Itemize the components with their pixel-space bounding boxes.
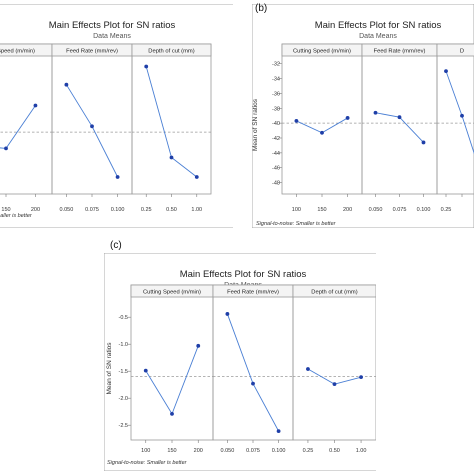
chart-label: (c) (110, 240, 122, 251)
data-point (4, 146, 8, 151)
x-tick-label: 0.50 (329, 448, 340, 454)
chart-subtitle: Data Means (359, 33, 397, 40)
panel-3: Depth of cut (mm) 0.25 0.50 1.00 (131, 43, 212, 213)
x-tick-label: 100 (292, 207, 301, 213)
chart-frame (0, 4, 233, 228)
y-tick-label: -2.5 (119, 423, 128, 429)
chart-title: Main Effects Plot for SN ratios (180, 269, 307, 280)
chart-subtitle: Data Means (93, 33, 131, 40)
data-point (294, 119, 299, 123)
y-tick-label: -42 (272, 136, 280, 142)
panel-title: Feed Rate (mm/rev) (374, 49, 426, 55)
panel-title: Cutting Speed (m/min) (293, 49, 351, 55)
panel-title: D (460, 49, 464, 55)
y-tick-label: -46 (272, 166, 280, 172)
data-point (276, 429, 281, 434)
data-point (320, 130, 324, 135)
data-point (64, 82, 69, 87)
x-tick-label: 0.25 (141, 207, 152, 213)
panel-title: Feed Rate (mm/rev) (227, 290, 279, 296)
data-point (194, 175, 199, 179)
chart-label: (b) (255, 3, 267, 14)
data-point (359, 375, 363, 380)
y-tick-label: -48 (272, 181, 280, 187)
data-point (144, 64, 149, 69)
panel-2: Feed Rate (mm/rev) 0.050 0.075 0.100 (361, 43, 438, 213)
data-point (306, 367, 310, 371)
data-point (196, 343, 201, 348)
x-tick-label: 0.050 (369, 207, 383, 213)
x-tick-label: 0.100 (272, 448, 286, 454)
chart-title: Main Effects Plot for SN ratios (49, 20, 176, 31)
data-point (33, 103, 38, 108)
y-tick-label: -2.0 (119, 396, 128, 402)
chart-footnote: Smaller is better (0, 213, 33, 219)
panel-title: Depth of cut (mm) (311, 290, 357, 296)
data-point (373, 110, 378, 115)
y-tick-label: -40 (272, 121, 280, 127)
y-axis-label: Mean of SN ratios (106, 342, 113, 395)
y-tick-label: -0.5 (119, 315, 128, 321)
panel-title: Cutting Speed (m/min) (0, 49, 35, 55)
x-tick-label: 0.050 (60, 207, 74, 213)
x-tick-label: 1.00 (191, 207, 202, 213)
x-tick-label: 200 (31, 207, 40, 213)
data-point (421, 140, 426, 145)
data-point (397, 115, 402, 120)
panel-header (292, 284, 376, 298)
x-tick-label: 150 (317, 207, 326, 213)
data-point (143, 368, 148, 373)
y-tick-label: -36 (272, 91, 280, 97)
x-tick-label: 0.075 (85, 207, 99, 213)
x-tick-label: 1.00 (356, 448, 367, 454)
x-tick-label: 0.25 (441, 207, 452, 213)
y-tick-label: -38 (272, 106, 280, 112)
chart-footnote: Signal-to-noise: Smaller is better (256, 221, 337, 227)
panel-header (436, 43, 474, 57)
y-tick-label: -1.0 (119, 342, 128, 348)
data-point (345, 116, 350, 120)
chart-a: Main Effects Plot for SN ratios Data Mean… (0, 4, 233, 228)
panel-3: Depth of cut (mm) 0.25 0.50 1.00 (292, 284, 376, 454)
x-tick-label: 0.050 (221, 448, 235, 454)
panel-header (131, 43, 212, 57)
data-point (460, 113, 464, 118)
data-point (90, 124, 94, 129)
panel-1: Cutting Speed (m/min) 100 150 200 (130, 284, 214, 454)
data-point (251, 381, 255, 386)
data-point (169, 155, 174, 160)
x-tick-label: 0.075 (246, 448, 260, 454)
x-tick-label: 200 (343, 207, 352, 213)
y-axis-label: Mean of SN ratios (252, 98, 259, 151)
x-tick-label: 0.100 (111, 207, 125, 213)
x-tick-label: 200 (194, 448, 203, 454)
chart-footnote: Signal-to-noise: Smaller is better (107, 460, 188, 466)
y-tick-label: -1.5 (119, 369, 128, 375)
chart-title: Main Effects Plot for SN ratios (315, 20, 442, 31)
y-tick-label: -44 (272, 151, 280, 157)
panel-title: Cutting Speed (m/min) (143, 290, 201, 296)
x-tick-label: 150 (1, 207, 10, 213)
panel-2: Feed Rate (mm/rev) 0.050 0.075 0.100 (51, 43, 133, 213)
chart-b: Main Effects Plot for SN ratios Data Mean… (252, 3, 474, 228)
x-tick-label: 150 (167, 448, 176, 454)
data-point (115, 175, 120, 179)
x-tick-label: 0.50 (166, 207, 177, 213)
y-tick-label: -34 (272, 77, 280, 83)
x-tick-label: 0.25 (303, 448, 314, 454)
data-point (444, 69, 448, 74)
panel-title: Feed Rate (mm/rev) (66, 49, 118, 55)
data-point (332, 382, 337, 387)
x-tick-label: 0.075 (393, 207, 407, 213)
panel-title: Depth of cut (mm) (148, 49, 194, 55)
data-point (170, 411, 174, 416)
data-point (225, 312, 230, 316)
x-tick-label: 100 (141, 448, 150, 454)
x-tick-label: 0.100 (417, 207, 431, 213)
panel-3: D 0.25 (436, 43, 474, 213)
y-tick-label: -32 (272, 62, 280, 68)
